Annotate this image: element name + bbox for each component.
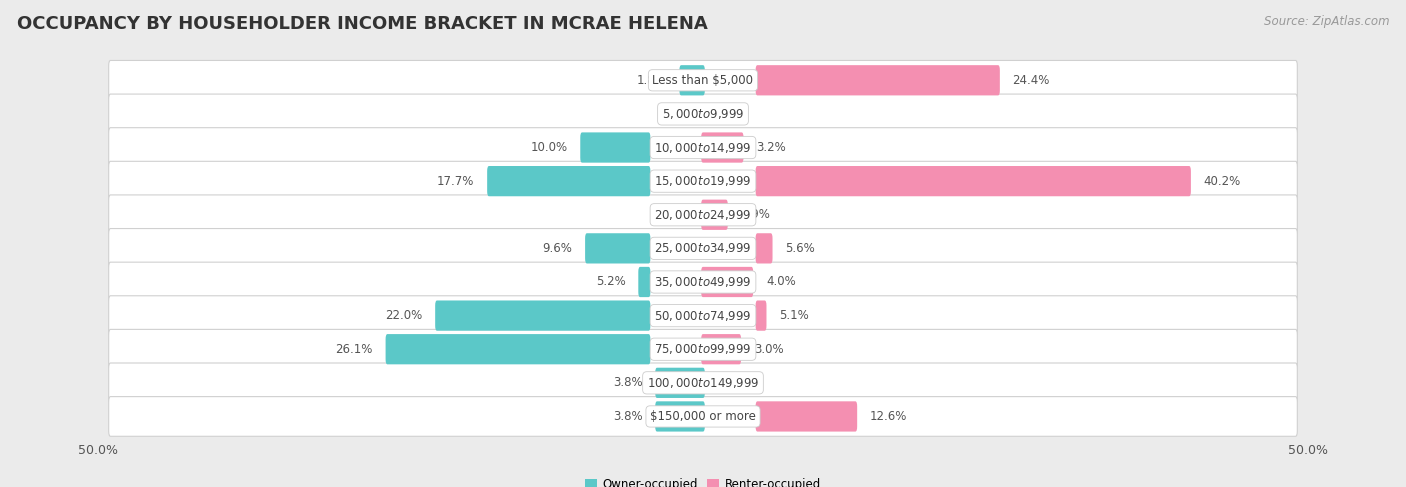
Text: 10.0%: 10.0% [530,141,568,154]
Text: 1.8%: 1.8% [637,74,666,87]
Text: 5.2%: 5.2% [596,276,626,288]
Text: $100,000 to $149,999: $100,000 to $149,999 [647,376,759,390]
FancyBboxPatch shape [108,228,1298,268]
Text: 0.0%: 0.0% [717,108,747,120]
Text: Less than $5,000: Less than $5,000 [652,74,754,87]
FancyBboxPatch shape [585,233,651,263]
Text: 26.1%: 26.1% [336,343,373,356]
Text: $15,000 to $19,999: $15,000 to $19,999 [654,174,752,188]
Text: $10,000 to $14,999: $10,000 to $14,999 [654,141,752,154]
Text: OCCUPANCY BY HOUSEHOLDER INCOME BRACKET IN MCRAE HELENA: OCCUPANCY BY HOUSEHOLDER INCOME BRACKET … [17,15,707,33]
Text: 3.0%: 3.0% [754,343,783,356]
FancyBboxPatch shape [581,132,651,163]
Text: 24.4%: 24.4% [1012,74,1050,87]
FancyBboxPatch shape [702,200,728,230]
FancyBboxPatch shape [702,334,741,364]
FancyBboxPatch shape [108,128,1298,168]
FancyBboxPatch shape [486,166,651,196]
Text: $5,000 to $9,999: $5,000 to $9,999 [662,107,744,121]
FancyBboxPatch shape [108,262,1298,302]
Text: 0.0%: 0.0% [659,208,689,221]
FancyBboxPatch shape [108,161,1298,201]
FancyBboxPatch shape [385,334,651,364]
Text: 0.0%: 0.0% [659,108,689,120]
FancyBboxPatch shape [755,401,858,431]
Text: 3.8%: 3.8% [613,376,643,389]
FancyBboxPatch shape [108,396,1298,436]
FancyBboxPatch shape [702,267,754,297]
Text: 9.6%: 9.6% [543,242,572,255]
Text: 5.1%: 5.1% [779,309,808,322]
FancyBboxPatch shape [755,300,766,331]
FancyBboxPatch shape [702,132,744,163]
Text: 17.7%: 17.7% [437,175,474,187]
Text: 1.9%: 1.9% [741,208,770,221]
FancyBboxPatch shape [108,195,1298,235]
FancyBboxPatch shape [755,233,772,263]
Text: 3.2%: 3.2% [756,141,786,154]
Legend: Owner-occupied, Renter-occupied: Owner-occupied, Renter-occupied [585,478,821,487]
Text: 0.0%: 0.0% [717,376,747,389]
Text: $75,000 to $99,999: $75,000 to $99,999 [654,342,752,356]
FancyBboxPatch shape [655,368,704,398]
FancyBboxPatch shape [755,166,1191,196]
FancyBboxPatch shape [436,300,651,331]
FancyBboxPatch shape [638,267,651,297]
FancyBboxPatch shape [108,363,1298,403]
FancyBboxPatch shape [755,65,1000,95]
Text: 3.8%: 3.8% [613,410,643,423]
Text: 22.0%: 22.0% [385,309,422,322]
Text: 12.6%: 12.6% [870,410,907,423]
Text: 5.6%: 5.6% [785,242,815,255]
FancyBboxPatch shape [108,94,1298,134]
FancyBboxPatch shape [655,401,704,431]
FancyBboxPatch shape [679,65,704,95]
FancyBboxPatch shape [108,60,1298,100]
Text: $25,000 to $34,999: $25,000 to $34,999 [654,242,752,255]
Text: $20,000 to $24,999: $20,000 to $24,999 [654,208,752,222]
Text: 4.0%: 4.0% [766,276,796,288]
Text: $35,000 to $49,999: $35,000 to $49,999 [654,275,752,289]
Text: 40.2%: 40.2% [1204,175,1241,187]
FancyBboxPatch shape [108,296,1298,336]
Text: Source: ZipAtlas.com: Source: ZipAtlas.com [1264,15,1389,28]
FancyBboxPatch shape [108,329,1298,369]
Text: $150,000 or more: $150,000 or more [650,410,756,423]
Text: $50,000 to $74,999: $50,000 to $74,999 [654,309,752,322]
